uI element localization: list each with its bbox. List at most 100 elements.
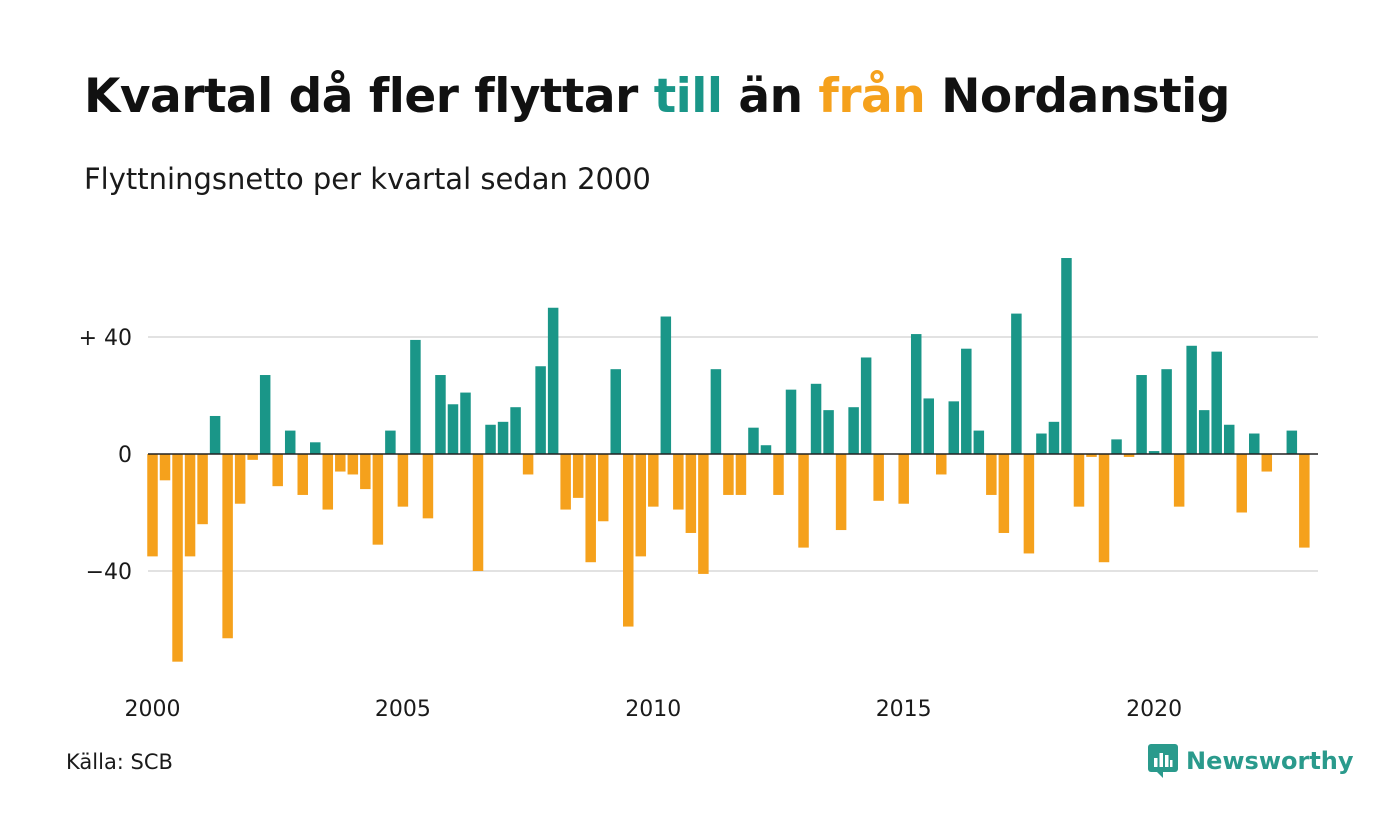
bar — [422, 454, 434, 519]
bar — [1098, 454, 1110, 563]
bar — [1048, 421, 1060, 454]
bar — [698, 454, 709, 574]
bar — [1198, 410, 1210, 455]
bar — [936, 454, 947, 475]
bar — [335, 454, 346, 472]
bar — [898, 454, 909, 504]
bar — [1023, 454, 1035, 554]
bar — [1086, 454, 1097, 457]
bar — [1186, 345, 1197, 454]
bar — [723, 454, 734, 495]
y-tick-label: + 40 — [79, 326, 132, 351]
bar — [310, 442, 321, 454]
bar — [284, 430, 296, 454]
bar — [685, 454, 697, 533]
bar — [735, 454, 747, 495]
bar — [1211, 351, 1222, 455]
bar — [397, 454, 409, 507]
bar — [835, 454, 847, 531]
bar — [1299, 454, 1310, 548]
bar — [485, 424, 496, 454]
bar — [1223, 424, 1235, 454]
bar — [848, 407, 859, 454]
bar — [460, 392, 471, 454]
x-tick-label: 2010 — [625, 697, 681, 722]
bar — [998, 454, 1010, 533]
bar — [1111, 439, 1122, 455]
bar — [560, 454, 571, 510]
grid-layer — [148, 336, 1318, 572]
title-part-1: Kvartal då fler flyttar — [84, 69, 654, 124]
bar — [648, 454, 659, 507]
bar — [1136, 375, 1147, 454]
bar — [785, 389, 797, 454]
bar — [597, 454, 609, 522]
bar — [585, 454, 596, 563]
bar — [572, 454, 584, 498]
bar — [973, 430, 985, 454]
bar — [147, 454, 158, 557]
bar — [948, 401, 960, 454]
bar — [710, 369, 722, 454]
bar — [247, 454, 258, 460]
bar — [347, 454, 359, 475]
title-highlight-fran: från — [818, 69, 926, 124]
bar — [635, 454, 647, 557]
bar — [773, 454, 784, 495]
bar — [910, 334, 922, 454]
bar — [472, 454, 484, 571]
bar — [1249, 433, 1260, 454]
x-tick-label: 2015 — [876, 697, 932, 722]
bar — [522, 454, 534, 475]
bar — [961, 348, 972, 454]
x-tick-label: 2000 — [125, 697, 181, 722]
bars-layer — [147, 258, 1310, 662]
bar — [1286, 430, 1298, 454]
bar — [1261, 454, 1273, 472]
bar — [986, 454, 997, 495]
bar — [259, 375, 271, 454]
bar — [748, 427, 759, 454]
bar — [1123, 454, 1135, 457]
chart-title: Kvartal då fler flyttar till än från Nor… — [84, 69, 1230, 124]
newsworthy-logo-icon — [1148, 744, 1178, 778]
bar — [823, 410, 834, 455]
bar — [760, 445, 772, 454]
bar — [1036, 433, 1047, 454]
bar-chart: + 40 0 −40 2000 2005 2010 2015 2020 — [79, 258, 1318, 722]
bar — [1236, 454, 1247, 513]
bar — [172, 454, 183, 662]
bar — [272, 454, 283, 487]
y-tick-label: 0 — [118, 443, 132, 468]
bar — [1061, 258, 1072, 454]
bar — [535, 366, 546, 454]
bar — [1011, 313, 1022, 454]
bar — [497, 421, 509, 454]
bar — [234, 454, 246, 504]
bar — [623, 454, 634, 627]
bar — [873, 454, 884, 501]
bar — [610, 369, 621, 454]
bar — [810, 383, 822, 454]
brand: Newsworthy — [1148, 744, 1354, 778]
bar — [435, 375, 446, 454]
x-tick-label: 2005 — [375, 697, 431, 722]
bar — [1073, 454, 1085, 507]
bar — [184, 454, 196, 557]
bar — [1173, 454, 1185, 507]
bar — [209, 415, 221, 454]
bar — [297, 454, 308, 495]
bar — [322, 454, 334, 510]
bar — [222, 454, 233, 639]
bar — [798, 454, 809, 548]
title-highlight-till: till — [653, 69, 723, 124]
bar — [673, 454, 684, 510]
y-tick-label: −40 — [86, 560, 132, 585]
bar — [860, 357, 872, 454]
bar — [372, 454, 384, 545]
bar — [1148, 451, 1160, 454]
title-part-3: Nordanstig — [925, 69, 1230, 124]
bar — [447, 404, 459, 454]
chart-subtitle: Flyttningsnetto per kvartal sedan 2000 — [84, 162, 651, 196]
title-part-2: än — [722, 69, 819, 124]
